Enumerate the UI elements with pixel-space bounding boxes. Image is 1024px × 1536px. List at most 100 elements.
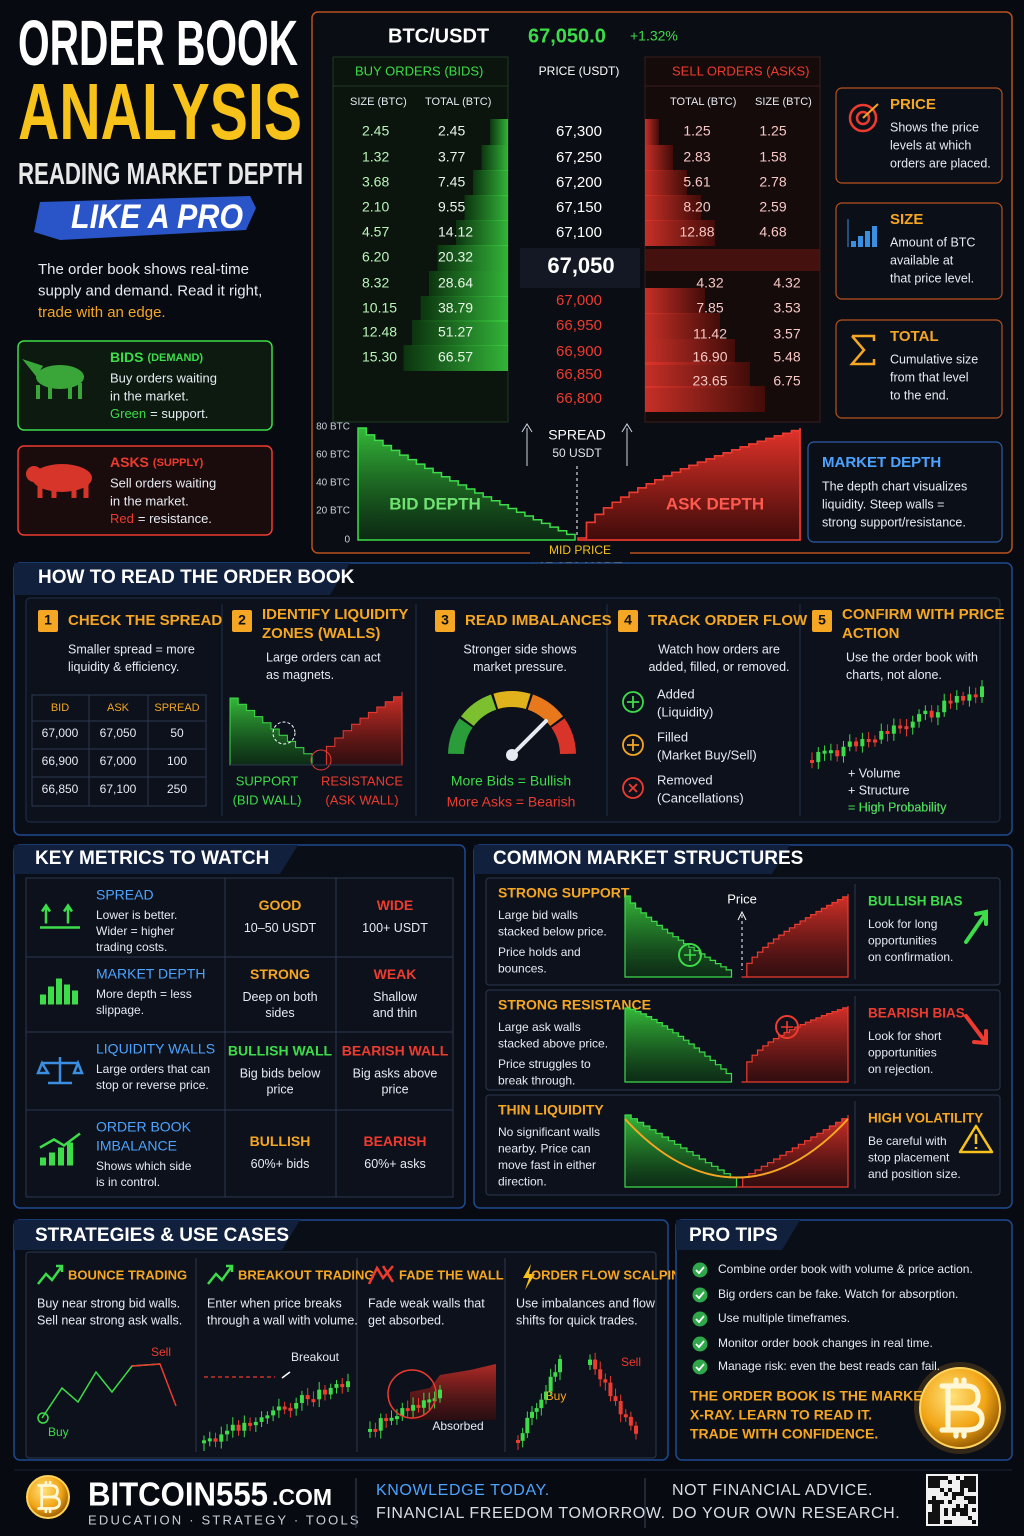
side-card xyxy=(17,340,273,431)
ask-depth-bar xyxy=(645,145,673,171)
qr-module xyxy=(944,1508,948,1512)
ask-depth-label: ASK DEPTH xyxy=(666,494,764,513)
text: orders are placed. xyxy=(890,156,991,170)
text: stacked below price. xyxy=(498,925,607,939)
side-tag: (SUPPLY) xyxy=(153,457,204,469)
highlight-ring xyxy=(775,1015,799,1039)
gauge-segment xyxy=(527,694,564,727)
tip: Monitor order book changes in real time. xyxy=(718,1336,933,1350)
qr-module xyxy=(944,1476,948,1480)
text: through a wall with volume. xyxy=(207,1313,358,1327)
text: get absorbed. xyxy=(368,1313,444,1327)
candle xyxy=(961,695,966,701)
check-icon xyxy=(692,1262,708,1278)
candle xyxy=(948,700,953,704)
qr-module xyxy=(972,1508,976,1512)
strategy-name: BOUNCE TRADING xyxy=(68,1267,187,1282)
confirm-result: = High Probability xyxy=(848,800,947,814)
bid-total: 3.77 xyxy=(438,149,465,165)
qr-module xyxy=(960,1492,964,1496)
text: Shows which side xyxy=(96,1159,192,1173)
bid-depth-area xyxy=(624,1114,738,1188)
step-number: 1 xyxy=(44,612,52,628)
bid-total: 7.45 xyxy=(438,174,465,190)
qr-module xyxy=(968,1476,972,1480)
bid-depth-area xyxy=(624,1007,733,1083)
qr-module xyxy=(948,1488,952,1492)
qr-module xyxy=(948,1500,952,1504)
ask-size: 5.48 xyxy=(773,349,800,365)
disclaimer: NOT FINANCIAL ADVICE. xyxy=(672,1482,873,1499)
pointer xyxy=(281,1371,291,1379)
candle xyxy=(373,1428,378,1432)
candle xyxy=(860,739,865,747)
closing-line: X-RAY. LEARN TO READ IT. xyxy=(690,1407,872,1423)
ask-depth-bar xyxy=(645,313,720,339)
qr-module xyxy=(956,1508,960,1512)
tip: Combine order book with volume & price a… xyxy=(718,1262,973,1276)
check-icon xyxy=(695,1363,705,1372)
flow-item: (Market Buy/Sell) xyxy=(657,747,757,762)
bear-icon xyxy=(37,484,89,498)
highlight-ring xyxy=(781,1021,793,1033)
metric-rating: WEAK xyxy=(374,966,417,982)
qr-module xyxy=(952,1512,956,1516)
ask-size: 6.75 xyxy=(773,373,800,389)
title: ORDER BOOK xyxy=(18,7,298,79)
text: as magnets. xyxy=(266,668,334,682)
bid-depth-area xyxy=(624,895,733,978)
candle xyxy=(525,1417,530,1434)
metric-rating: GOOD xyxy=(259,897,302,913)
flow-item: Filled xyxy=(657,729,688,744)
structure-row xyxy=(485,877,1001,986)
qr-module xyxy=(956,1504,960,1508)
metric-rating: STRONG xyxy=(250,966,310,982)
metric-name: ORDER BOOK xyxy=(96,1119,192,1135)
strategy-icon xyxy=(37,1264,64,1285)
text: price xyxy=(266,1082,293,1096)
qr-module xyxy=(968,1480,972,1484)
check-icon xyxy=(695,1315,705,1324)
text: in the market. xyxy=(110,493,189,508)
qr-module xyxy=(964,1496,968,1500)
qr-module xyxy=(964,1512,968,1516)
text: opportunities xyxy=(868,1046,937,1060)
price-level: 67,200 xyxy=(556,174,602,191)
tip: Big orders can be fake. Watch for absorp… xyxy=(718,1287,958,1301)
ask-depth-area xyxy=(410,1364,496,1420)
card-title: PRICE xyxy=(890,96,936,113)
text: Big bids below xyxy=(240,1066,322,1080)
qr-module xyxy=(928,1520,932,1524)
text: and position size. xyxy=(868,1167,961,1181)
bid-size: 12.48 xyxy=(362,324,397,340)
bias-title: BEARISH BIAS xyxy=(868,1006,965,1021)
text: The depth chart visualizes xyxy=(822,479,967,493)
candle xyxy=(598,1369,603,1380)
ask-depth-area xyxy=(577,428,801,541)
price-level: 67,250 xyxy=(556,149,602,166)
info-card xyxy=(807,441,1003,543)
ask-total: 7.85 xyxy=(696,300,723,316)
table-header: ASK xyxy=(107,702,130,714)
bid-size: 6.20 xyxy=(362,249,389,265)
qr-module xyxy=(964,1476,968,1480)
slogan: KNOWLEDGE TODAY. xyxy=(376,1482,550,1499)
text: Look for long xyxy=(868,917,937,931)
candle xyxy=(405,1408,410,1412)
structure-name: THIN LIQUIDITY xyxy=(498,1102,604,1118)
metric-icon xyxy=(39,1132,81,1149)
candle xyxy=(265,1415,270,1419)
text: 10–50 USDT xyxy=(244,921,317,935)
text: stop or reverse price. xyxy=(96,1078,209,1092)
candle xyxy=(885,731,890,735)
mid-price-band xyxy=(520,248,640,288)
ask-total: 2.83 xyxy=(683,149,710,165)
step-title: READ IMBALANCES xyxy=(465,612,612,629)
candle xyxy=(608,1382,613,1397)
info-card xyxy=(835,202,1003,300)
wall-label: RESISTANCE xyxy=(321,773,403,788)
text: Lower is better. xyxy=(96,908,177,922)
qr-module xyxy=(964,1504,968,1508)
qr-module xyxy=(936,1500,940,1504)
text: move fast in either xyxy=(498,1158,596,1172)
